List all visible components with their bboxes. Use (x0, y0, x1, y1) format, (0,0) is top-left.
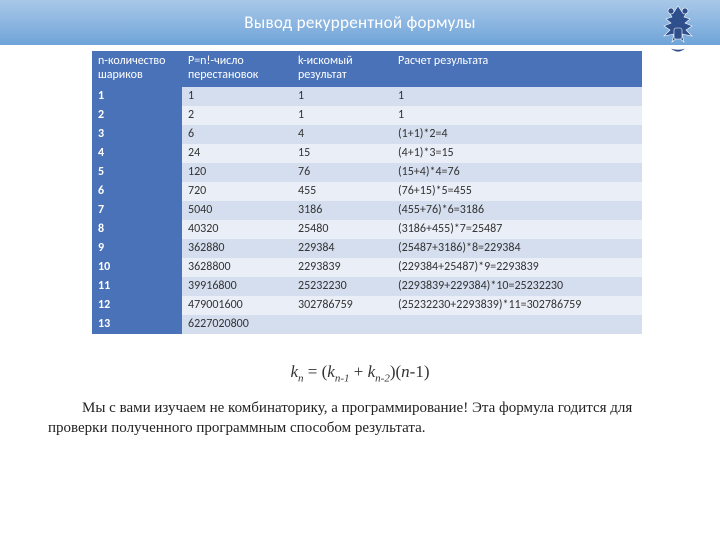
cell-k: 1 (292, 87, 392, 106)
col-header-k: k-искомый результат (292, 51, 392, 87)
cell-calc: 1 (392, 87, 642, 106)
table-row: 42415(4+1)*3=15 (92, 144, 642, 163)
cell-n: 8 (92, 220, 182, 239)
cell-n: 5 (92, 163, 182, 182)
recurrence-formula: kn = (kn-1 + kn-2)(n-1) (0, 362, 720, 384)
cell-p: 40320 (182, 220, 292, 239)
table-row: 12479001600302786759(25232230+2293839)*1… (92, 296, 642, 315)
cell-calc: (1+1)*2=4 (392, 125, 642, 144)
cell-n: 3 (92, 125, 182, 144)
cell-k: 229384 (292, 239, 392, 258)
cell-n: 7 (92, 201, 182, 220)
cell-n: 12 (92, 296, 182, 315)
cell-n: 4 (92, 144, 182, 163)
cell-p: 479001600 (182, 296, 292, 315)
cell-p: 1 (182, 87, 292, 106)
cell-p: 39916800 (182, 277, 292, 296)
cell-p: 24 (182, 144, 292, 163)
col-header-calc: Расчет результата (392, 51, 642, 87)
derivation-table-container: n-количество шариков P=n!-число перестан… (92, 51, 642, 334)
cell-k: 1 (292, 106, 392, 125)
cell-k: 2293839 (292, 258, 392, 277)
cell-n: 9 (92, 239, 182, 258)
explanatory-paragraph: Мы с вами изучаем не комбинаторику, а пр… (48, 398, 672, 439)
table-row: 1036288002293839(229384+25487)*9=2293839 (92, 258, 642, 277)
table-row: 9362880229384(25487+3186)*8=229384 (92, 239, 642, 258)
table-header-row: n-количество шариков P=n!-число перестан… (92, 51, 642, 87)
table-row: 6720455(76+15)*5=455 (92, 182, 642, 201)
page-title: Вывод рекуррентной формулы (244, 12, 475, 33)
cell-calc (392, 315, 642, 334)
cell-k: 25480 (292, 220, 392, 239)
cell-p: 6227020800 (182, 315, 292, 334)
cell-p: 720 (182, 182, 292, 201)
cell-k (292, 315, 392, 334)
table-row: 2211 (92, 106, 642, 125)
table-row: 113991680025232230(2293839+229384)*10=25… (92, 277, 642, 296)
cell-calc: (76+15)*5=455 (392, 182, 642, 201)
cell-p: 6 (182, 125, 292, 144)
derivation-table: n-количество шариков P=n!-число перестан… (92, 51, 642, 334)
cell-calc: (2293839+229384)*10=25232230 (392, 277, 642, 296)
table-row: 136227020800 (92, 315, 642, 334)
cell-calc: (3186+455)*7=25487 (392, 220, 642, 239)
table-row: 750403186(455+76)*6=3186 (92, 201, 642, 220)
cell-p: 3628800 (182, 258, 292, 277)
cell-k: 4 (292, 125, 392, 144)
cell-p: 5040 (182, 201, 292, 220)
table-row: 1111 (92, 87, 642, 106)
table-row: 364(1+1)*2=4 (92, 125, 642, 144)
cell-p: 362880 (182, 239, 292, 258)
cell-n: 10 (92, 258, 182, 277)
cell-calc: (25232230+2293839)*11=302786759 (392, 296, 642, 315)
cell-calc: (229384+25487)*9=2293839 (392, 258, 642, 277)
cell-n: 13 (92, 315, 182, 334)
col-header-p: P=n!-число перестановок (182, 51, 292, 87)
cell-calc: 1 (392, 106, 642, 125)
cell-p: 2 (182, 106, 292, 125)
cell-n: 2 (92, 106, 182, 125)
cell-k: 3186 (292, 201, 392, 220)
cell-n: 1 (92, 87, 182, 106)
cell-k: 76 (292, 163, 392, 182)
table-row: 84032025480(3186+455)*7=25487 (92, 220, 642, 239)
cell-p: 120 (182, 163, 292, 182)
cell-calc: (15+4)*4=76 (392, 163, 642, 182)
title-banner: Вывод рекуррентной формулы (0, 0, 720, 45)
cell-n: 11 (92, 277, 182, 296)
cell-k: 302786759 (292, 296, 392, 315)
cell-calc: (25487+3186)*8=229384 (392, 239, 642, 258)
table-row: 512076(15+4)*4=76 (92, 163, 642, 182)
cell-calc: (455+76)*6=3186 (392, 201, 642, 220)
cell-k: 25232230 (292, 277, 392, 296)
cell-n: 6 (92, 182, 182, 201)
cell-k: 15 (292, 144, 392, 163)
col-header-n: n-количество шариков (92, 51, 182, 87)
eagle-emblem-icon (648, 0, 708, 58)
cell-calc: (4+1)*3=15 (392, 144, 642, 163)
cell-k: 455 (292, 182, 392, 201)
